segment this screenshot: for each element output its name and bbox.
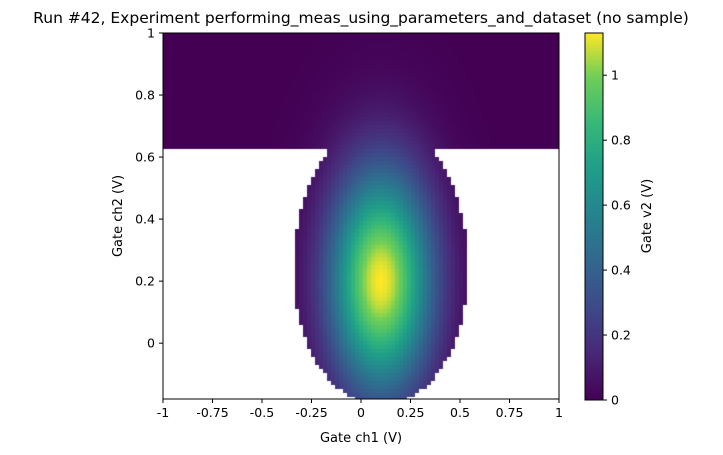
x-tick-label: 0 [357, 405, 365, 420]
y-tick-label: 0.8 [135, 88, 155, 103]
y-tick-label: 0 [147, 336, 155, 351]
colorbar-tick-label: 1 [611, 68, 619, 83]
x-tick-label: -0.5 [250, 405, 274, 420]
colorbar-tick-label: 0.2 [611, 328, 631, 343]
heatmap-image [163, 33, 559, 399]
colorbar-tick-label: 0.4 [611, 263, 631, 278]
y-tick-label: 0.4 [135, 212, 155, 227]
y-tick-label: 0.2 [135, 274, 155, 289]
chart-title: Run #42, Experiment performing_meas_usin… [33, 9, 689, 28]
x-tick-label: 0.25 [397, 405, 425, 420]
x-tick-label: -0.75 [196, 405, 228, 420]
colorbar-tick-label: 0 [611, 393, 619, 408]
x-tick-label: 1 [555, 405, 563, 420]
heatmap-cells [163, 33, 559, 399]
x-tick-label: 0.5 [450, 405, 470, 420]
x-axis-label: Gate ch1 (V) [320, 431, 402, 446]
x-tick-label: 0.75 [496, 405, 524, 420]
y-axis: 0 0.2 0.4 0.6 0.8 1 [135, 26, 163, 351]
y-tick-label: 1 [147, 26, 155, 41]
colorbar-tick-label: 0.6 [611, 198, 631, 213]
x-axis: -1 -0.75 -0.5 -0.25 0 0.25 0.5 0.75 1 [157, 399, 563, 420]
colorbar [584, 32, 604, 401]
y-tick-label: 0.6 [135, 150, 155, 165]
colorbar-tick-label: 0.8 [611, 133, 631, 148]
colorbar-axis: 0 0.2 0.4 0.6 0.8 1 [603, 68, 631, 408]
x-tick-label: -1 [157, 405, 169, 420]
x-tick-label: -0.25 [295, 405, 327, 420]
colorbar-label: Gate v2 (V) [640, 179, 655, 253]
y-axis-label: Gate ch2 (V) [111, 175, 126, 257]
